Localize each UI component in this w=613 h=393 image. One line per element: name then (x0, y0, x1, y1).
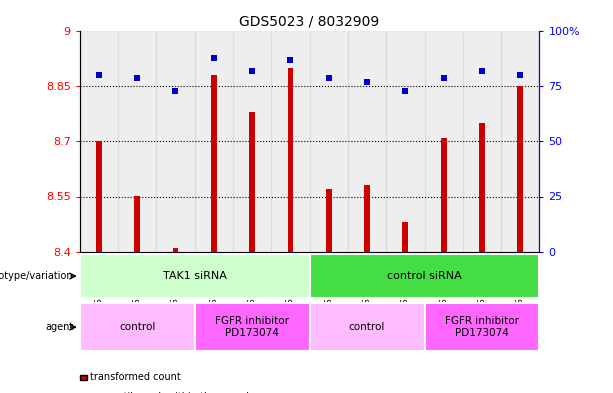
Bar (479, 123, 485, 252)
Point (400, 88, 410, 94)
Bar (80, 303, 195, 351)
Bar (326, 189, 332, 252)
Bar (195, 303, 310, 351)
Bar (134, 196, 140, 252)
Text: transformed count: transformed count (90, 372, 181, 382)
Point (209, 55, 219, 61)
Text: genotype/variation: genotype/variation (0, 271, 74, 281)
Bar (386, 31, 424, 252)
Point (247, 68, 257, 74)
Bar (310, 254, 539, 298)
Text: FGFR inhibitor
PD173074: FGFR inhibitor PD173074 (445, 316, 519, 338)
Bar (310, 303, 424, 351)
Bar (118, 31, 156, 252)
Point (132, 75, 142, 81)
Text: FGFR inhibitor
PD173074: FGFR inhibitor PD173074 (215, 316, 289, 338)
Bar (249, 112, 255, 252)
Bar (424, 303, 539, 351)
Point (516, 72, 525, 79)
Point (286, 57, 295, 63)
Bar (80, 254, 310, 298)
Bar (195, 31, 233, 252)
Text: TAK1 siRNA: TAK1 siRNA (162, 271, 227, 281)
Point (170, 88, 180, 94)
Bar (348, 31, 386, 252)
Bar (233, 31, 271, 252)
Bar (96, 141, 102, 252)
Bar (403, 222, 408, 252)
Point (324, 75, 333, 81)
Bar (517, 86, 523, 252)
Point (362, 79, 372, 85)
Bar (364, 185, 370, 252)
Point (477, 68, 487, 74)
Point (439, 75, 449, 81)
Bar (156, 31, 195, 252)
Text: control siRNA: control siRNA (387, 271, 462, 281)
Bar (424, 31, 463, 252)
Bar (211, 75, 216, 252)
Bar (287, 68, 293, 252)
Point (94, 72, 104, 79)
Text: control: control (119, 322, 155, 332)
Text: percentile rank within the sample: percentile rank within the sample (90, 392, 255, 393)
Bar (80, 31, 118, 252)
Bar (310, 31, 348, 252)
Bar (271, 31, 310, 252)
Bar (501, 31, 539, 252)
Text: control: control (349, 322, 385, 332)
Title: GDS5023 / 8032909: GDS5023 / 8032909 (240, 15, 379, 29)
Bar (173, 248, 178, 252)
Bar (463, 31, 501, 252)
Bar (441, 138, 446, 252)
Text: agent: agent (45, 322, 74, 332)
